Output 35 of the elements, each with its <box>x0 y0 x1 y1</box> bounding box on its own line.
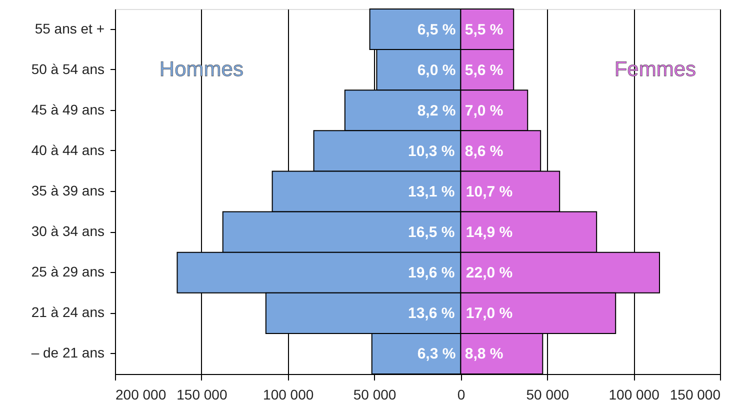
x-tick-label: 150 000 <box>670 386 721 402</box>
annotation: 8,6 % <box>464 142 504 160</box>
annotation: 17,0 % <box>466 305 513 322</box>
y-tick-label: 55 ans et + <box>34 20 104 36</box>
y-tick-label: 45 à 49 ans <box>31 101 104 118</box>
annotation: 6,3 % <box>417 346 456 363</box>
y-tick-label: 30 à 34 ans <box>31 223 104 240</box>
annotation: 16,5 % <box>408 224 455 242</box>
x-tick-label: 100 000 <box>608 386 660 402</box>
y-tick-label: 21 à 24 ans <box>31 304 104 320</box>
annotation: 6,0 % <box>417 62 456 79</box>
annotation: 13,6 % <box>408 305 455 322</box>
annotation: 10,3 % <box>408 142 455 160</box>
annotation: 6,5 % <box>417 21 456 38</box>
x-tick-label: 50 000 <box>526 386 570 402</box>
annotation: 8,8 % <box>464 346 504 363</box>
x-tick-label: 50 000 <box>353 386 396 402</box>
y-tick-label: 40 à 44 ans <box>31 142 104 158</box>
annotation: 8,2 % <box>417 102 456 120</box>
y-tick-label: 35 à 39 ans <box>31 182 104 198</box>
annotation: 5,6 % <box>464 62 504 79</box>
x-tick-label: 0 <box>457 386 466 402</box>
annotation: 10,7 % <box>466 184 513 200</box>
x-tick-label: 200 000 <box>116 386 166 402</box>
y-tick-label: 25 à 29 ans <box>31 264 104 280</box>
annotation: 22,0 % <box>466 264 513 282</box>
annotation: 5,5 % <box>464 21 504 38</box>
x-tick-label: 100 000 <box>263 386 314 402</box>
annotation: 13,1 % <box>408 184 455 200</box>
y-tick-label: 50 à 54 ans <box>31 60 104 77</box>
x-tick-label: 150 000 <box>176 386 228 402</box>
annotation: 14,9 % <box>466 224 513 242</box>
annotation: 19,6 % <box>408 264 455 282</box>
annotation: 7,0 % <box>464 102 504 120</box>
y-tick-label: – de 21 ans <box>31 344 104 361</box>
